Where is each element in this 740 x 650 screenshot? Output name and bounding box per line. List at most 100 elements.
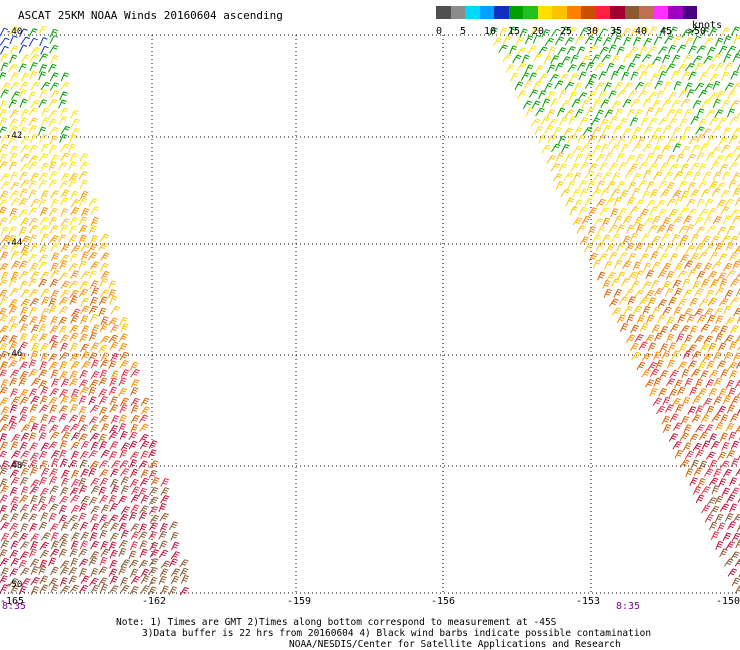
wind-barb (564, 109, 575, 118)
wind-barb (29, 316, 38, 325)
wind-barb (28, 37, 38, 47)
wind-barb (517, 90, 527, 100)
wind-barb (651, 280, 660, 289)
time-label-east: 8:35 (616, 601, 641, 612)
wind-barb (120, 577, 129, 586)
wind-barb (79, 281, 89, 290)
wind-barb (138, 460, 148, 469)
wind-barb (119, 449, 128, 459)
wind-barb (721, 71, 730, 81)
wind-barb (58, 449, 67, 459)
wind-barb (624, 170, 634, 180)
wind-barb (9, 35, 18, 45)
wind-barb (690, 162, 700, 171)
wind-barb (648, 225, 658, 234)
wind-barb (108, 280, 117, 290)
wind-barb (120, 485, 129, 495)
wind-barb (10, 250, 19, 260)
lon-label-156: -156 (431, 596, 456, 607)
wind-barb (658, 387, 668, 397)
wind-barb (538, 90, 547, 100)
wind-barb (662, 424, 672, 433)
wind-barb (80, 243, 91, 252)
wind-barb (158, 549, 169, 558)
wind-barb (692, 171, 702, 181)
wind-barb (80, 351, 90, 360)
wind-barb (0, 271, 9, 281)
wind-barb (560, 188, 570, 198)
wind-barb (726, 45, 737, 54)
wind-barb (521, 54, 530, 64)
wind-barb (606, 272, 616, 281)
wind-barb (577, 134, 586, 144)
wind-barb (666, 316, 675, 326)
wind-barb (29, 306, 38, 316)
wind-barb (728, 179, 737, 189)
wind-barb (19, 171, 29, 181)
wind-barb (543, 55, 552, 65)
wind-barb (49, 404, 58, 414)
wind-barb (643, 217, 654, 226)
wind-barb (734, 197, 740, 207)
wind-barb (670, 70, 680, 80)
wind-barb (98, 377, 108, 386)
wind-barb (583, 243, 593, 253)
wind-barb (723, 305, 732, 315)
wind-barb (159, 540, 168, 550)
wind-barb (626, 224, 635, 234)
wind-barb (695, 226, 706, 235)
wind-barb (591, 54, 601, 64)
wind-barb (690, 459, 699, 469)
wind-barb (11, 91, 21, 100)
wind-barb (709, 251, 719, 261)
wind-barb (78, 424, 89, 433)
wind-barb (78, 477, 87, 487)
wind-barb (0, 504, 8, 514)
wind-barb (652, 56, 662, 65)
wind-barb (703, 335, 713, 344)
wind-barb (10, 441, 19, 451)
wind-barb (720, 27, 731, 36)
wind-barb (39, 134, 48, 143)
wind-barb (592, 145, 602, 154)
wind-barb (699, 71, 708, 81)
wind-barb (723, 351, 733, 361)
wind-barb (734, 379, 740, 389)
wind-barb (48, 63, 57, 73)
wind-barb (59, 134, 68, 143)
wind-barb (160, 495, 170, 504)
wind-barb (720, 189, 730, 199)
wind-barb (8, 422, 18, 431)
wind-barb (90, 584, 100, 594)
wind-barb (639, 323, 649, 333)
wind-barb (631, 188, 640, 197)
wind-barb (692, 442, 703, 452)
wind-barb (20, 459, 29, 469)
wind-barb (686, 224, 695, 234)
wind-barb (10, 496, 19, 506)
wind-barb (18, 197, 28, 207)
wind-barb (683, 126, 692, 136)
wind-barb (0, 513, 9, 523)
wind-barb (10, 503, 19, 513)
wind-barb (10, 476, 20, 486)
wind-barb (708, 433, 718, 443)
wind-barb (728, 116, 739, 125)
wind-barb (129, 478, 139, 488)
wind-barb (100, 252, 110, 261)
wind-barb (0, 467, 8, 476)
wind-barb (59, 533, 69, 542)
wind-barb (668, 92, 677, 101)
wind-barb (61, 431, 71, 441)
wind-barb (704, 37, 714, 46)
wind-barb (9, 549, 19, 559)
wind-barb (616, 314, 626, 324)
wind-barb (128, 431, 138, 441)
wind-barb (10, 557, 20, 567)
wind-barb (570, 54, 579, 64)
wind-barb (712, 125, 722, 135)
legend-tick-label: 10 (484, 26, 497, 37)
wind-barb (99, 415, 109, 424)
wind-barb (49, 235, 59, 244)
wind-barb (108, 360, 117, 370)
